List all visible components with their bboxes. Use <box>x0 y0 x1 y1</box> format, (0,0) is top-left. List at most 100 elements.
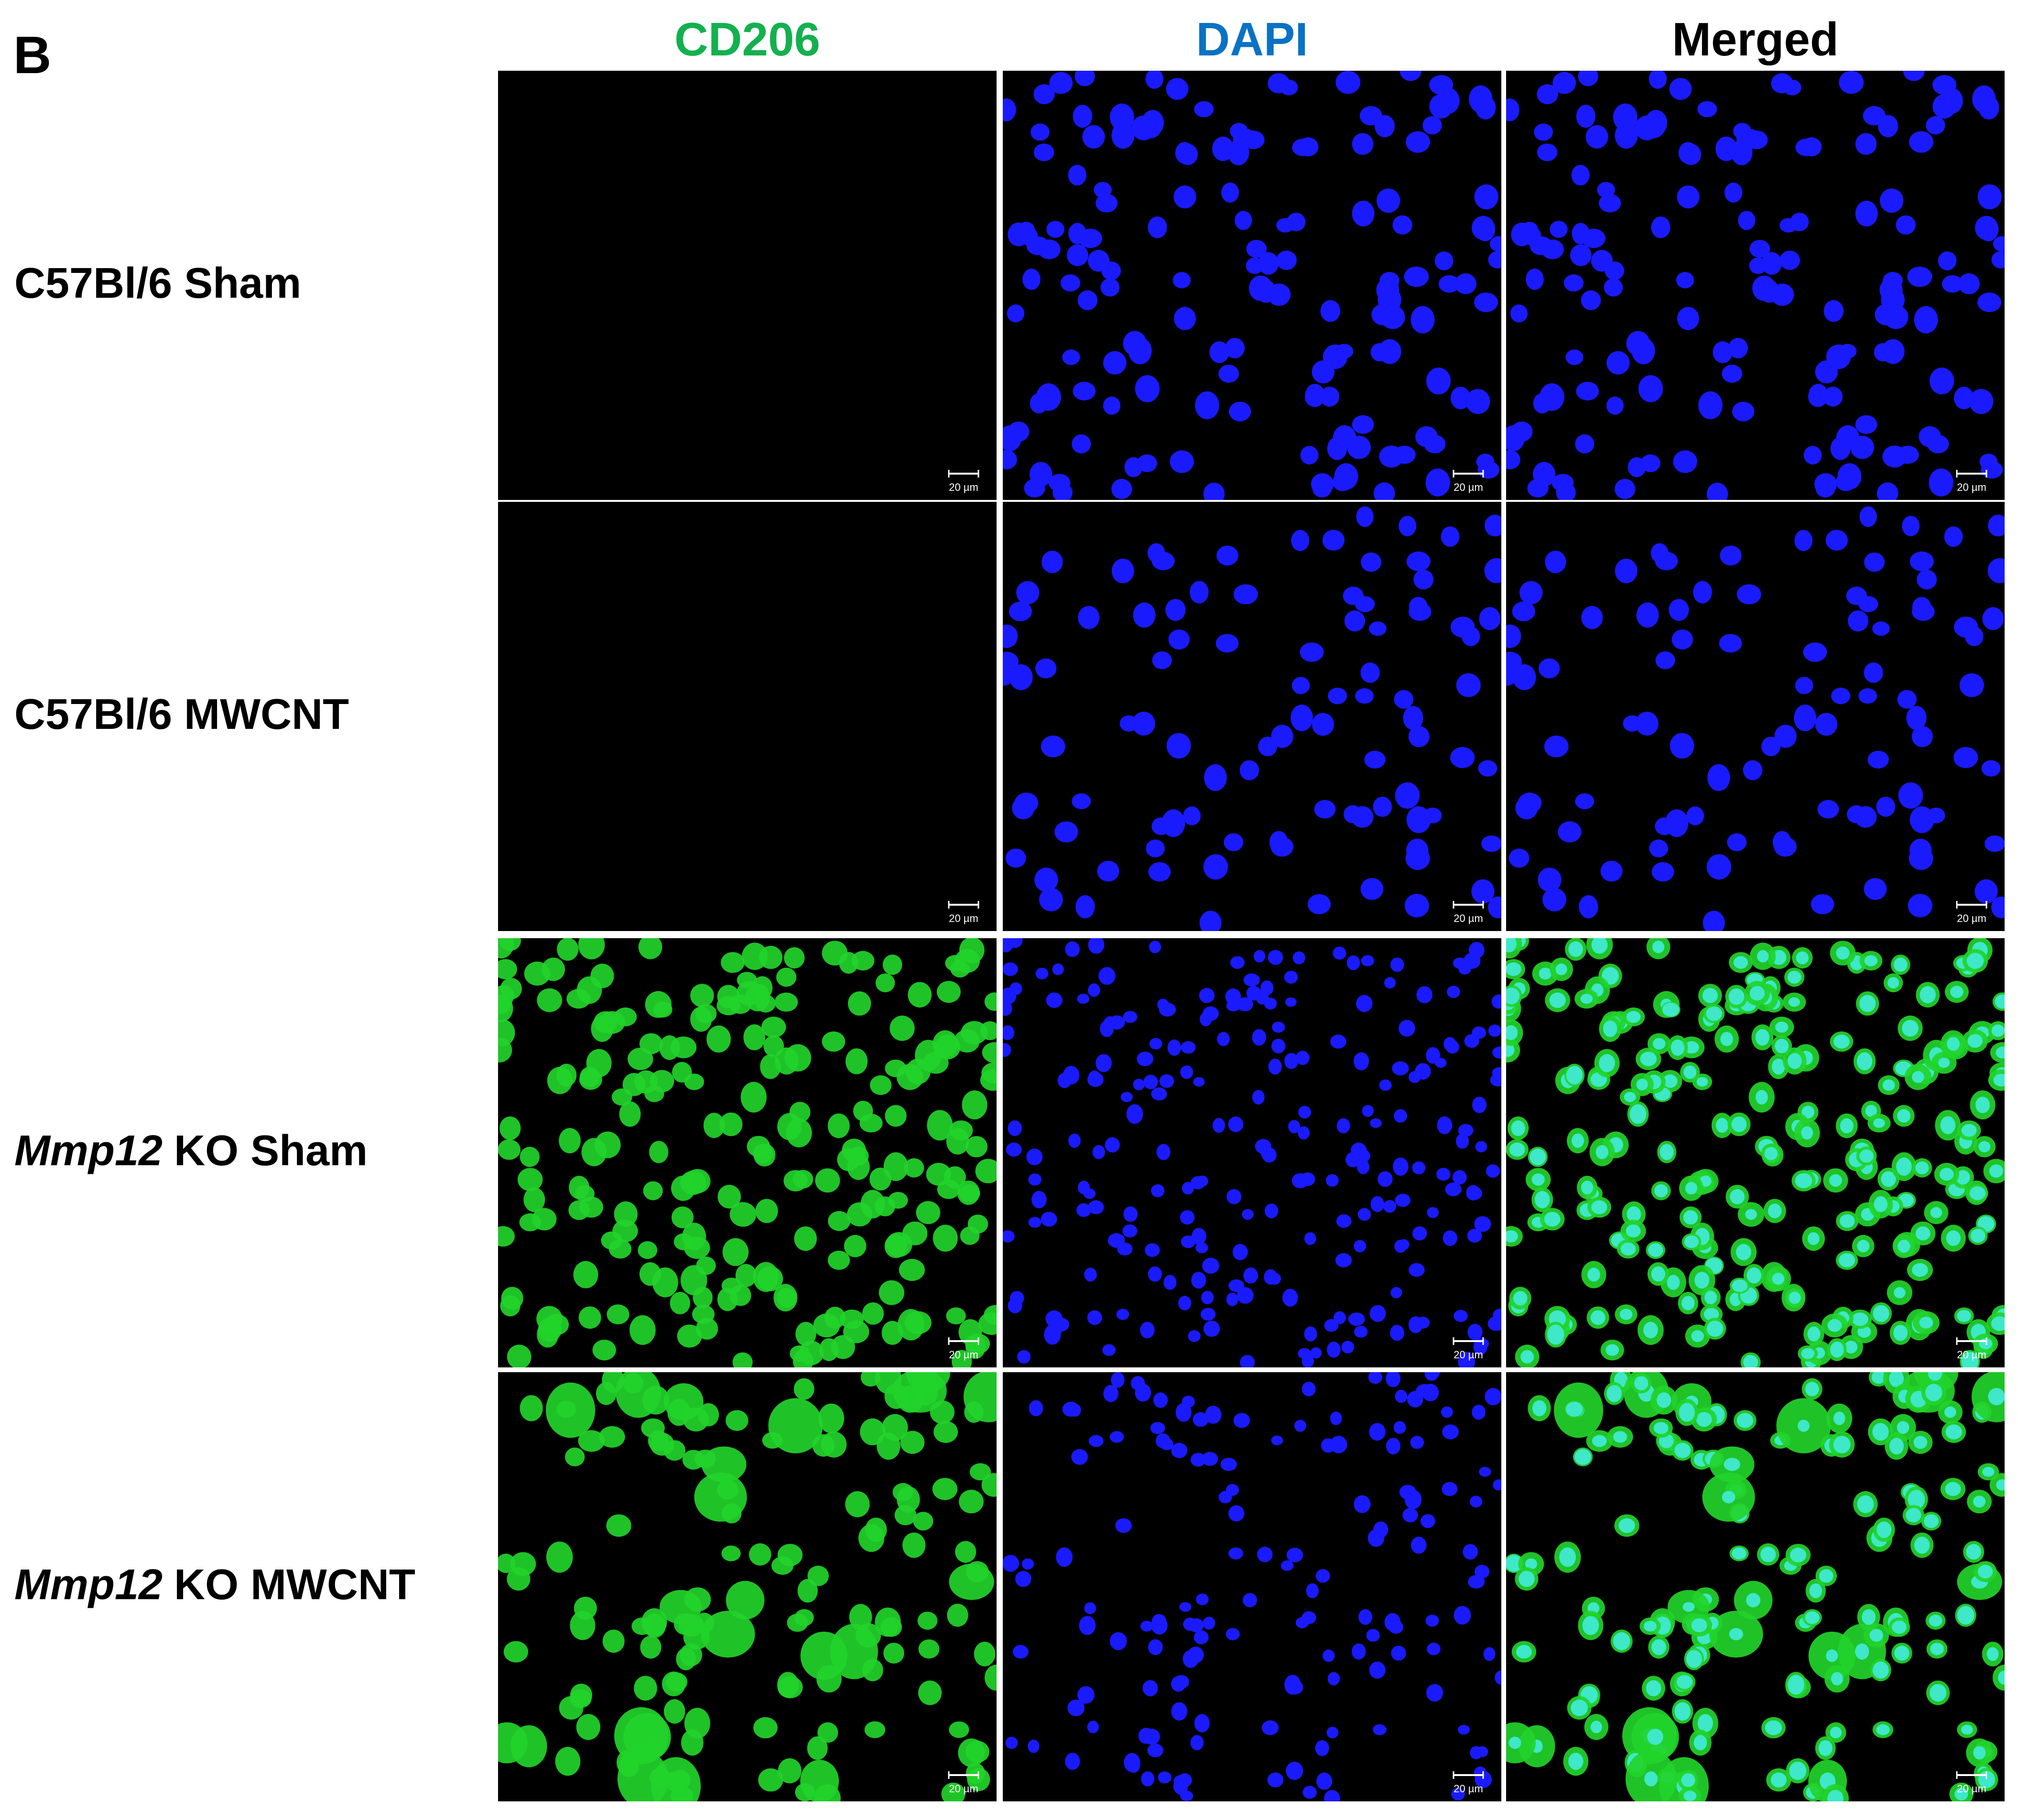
nucleus <box>1084 1602 1096 1614</box>
cd206-cell <box>638 1241 658 1259</box>
nucleus <box>1097 860 1119 882</box>
nucleus <box>1893 957 1908 972</box>
micrograph: 20 µm <box>498 502 997 931</box>
nucleus <box>1985 835 2005 852</box>
cd206-cell <box>726 1581 765 1620</box>
scale-bar-label: 20 µm <box>1957 1349 1986 1361</box>
nucleus <box>1225 988 1241 1005</box>
nucleus <box>1855 133 1877 155</box>
cd206-cell <box>555 1746 581 1776</box>
cd206-cell <box>797 1579 818 1603</box>
nucleus <box>1196 1175 1208 1187</box>
nucleus <box>1230 956 1245 969</box>
nucleus <box>1973 1746 1986 1760</box>
nucleus <box>1879 278 1903 302</box>
cd206-cell <box>735 1264 757 1287</box>
nucleus <box>1662 1002 1680 1017</box>
nucleus <box>1977 184 2002 210</box>
nucleus <box>1506 450 1520 470</box>
cd206-cell <box>690 984 714 1008</box>
nucleus <box>1774 725 1797 748</box>
gene-name: Mmp12 <box>14 1127 163 1175</box>
nucleus <box>1912 1263 1928 1277</box>
cd206-cell <box>794 1226 817 1251</box>
nucleus <box>1488 251 1501 269</box>
nucleus <box>1872 1423 1889 1441</box>
nucleus <box>1168 629 1190 650</box>
nucleus <box>1795 677 1813 694</box>
nucleus <box>1486 1164 1500 1178</box>
nucleus <box>1008 1120 1022 1137</box>
nucleus <box>1982 607 2004 630</box>
nucleus <box>1894 1287 1906 1299</box>
nucleus <box>1474 184 1498 210</box>
cd206-cell <box>984 992 997 1011</box>
nucleus <box>1636 602 1659 628</box>
cd206-cell <box>681 1729 704 1756</box>
nucleus <box>1291 1173 1309 1189</box>
nucleus <box>1369 1305 1386 1322</box>
nucleus <box>1346 955 1360 971</box>
nucleus <box>1606 351 1630 375</box>
nucleus <box>1088 938 1105 954</box>
nucleus <box>1851 1312 1868 1326</box>
cd206-cell <box>670 1292 691 1314</box>
nucleus <box>1698 391 1723 420</box>
cd206-cell <box>974 1641 996 1667</box>
nucleus <box>1173 185 1196 209</box>
nucleus <box>1312 478 1332 498</box>
nucleus <box>1926 116 1945 135</box>
cd206-cell <box>719 1112 743 1137</box>
nucleus <box>1392 1061 1409 1075</box>
nucleus <box>1286 1761 1303 1780</box>
nucleus <box>1704 1290 1717 1305</box>
nucleus <box>1591 938 1608 954</box>
nucleus <box>1233 1244 1248 1260</box>
nucleus <box>1320 300 1341 322</box>
nucleus <box>1989 1164 2003 1178</box>
nucleus <box>1393 1157 1409 1176</box>
nucleus <box>1416 986 1432 1004</box>
nucleus <box>1855 415 1877 434</box>
nucleus <box>1286 1548 1303 1562</box>
nucleus <box>1697 1714 1713 1733</box>
nucleus <box>1003 1043 1011 1057</box>
nucleus <box>1549 992 1566 1008</box>
nucleus <box>1403 705 1423 730</box>
nucleus <box>1369 1423 1386 1441</box>
nucleus <box>1875 303 1898 325</box>
nucleus <box>1179 1602 1192 1612</box>
nucleus <box>1021 1558 1034 1570</box>
nucleus <box>1148 216 1167 238</box>
nucleus <box>1426 368 1451 395</box>
nucleus <box>1944 1406 1956 1418</box>
nucleus <box>1258 737 1278 757</box>
nucleus <box>1073 381 1096 401</box>
nucleus <box>1871 1372 1886 1384</box>
nucleus <box>1978 1564 1993 1579</box>
nucleus <box>1830 437 1851 460</box>
nucleus <box>1333 1311 1346 1324</box>
nucleus <box>1453 957 1467 969</box>
nucleus <box>1454 1606 1471 1625</box>
nucleus <box>1298 1105 1312 1119</box>
nucleus <box>1829 1174 1842 1187</box>
nucleus <box>1006 1142 1022 1157</box>
nucleus <box>1582 1616 1599 1635</box>
nucleus <box>1652 1038 1666 1050</box>
nucleus <box>1738 211 1756 230</box>
nucleus <box>1151 1184 1165 1198</box>
nucleus <box>1003 1555 1020 1572</box>
nucleus <box>1361 955 1375 966</box>
nucleus <box>1545 551 1566 574</box>
nucleus <box>1736 584 1761 605</box>
nucleus <box>1352 415 1374 434</box>
nucleus <box>1761 252 1782 275</box>
nucleus <box>1190 1452 1206 1467</box>
scale-bar-label: 20 µm <box>949 1349 978 1361</box>
nucleus <box>1815 478 1835 498</box>
nucleus <box>1188 1618 1204 1633</box>
nucleus <box>1876 1724 1890 1735</box>
nucleus <box>1252 1029 1266 1046</box>
nucleus <box>1323 344 1348 369</box>
